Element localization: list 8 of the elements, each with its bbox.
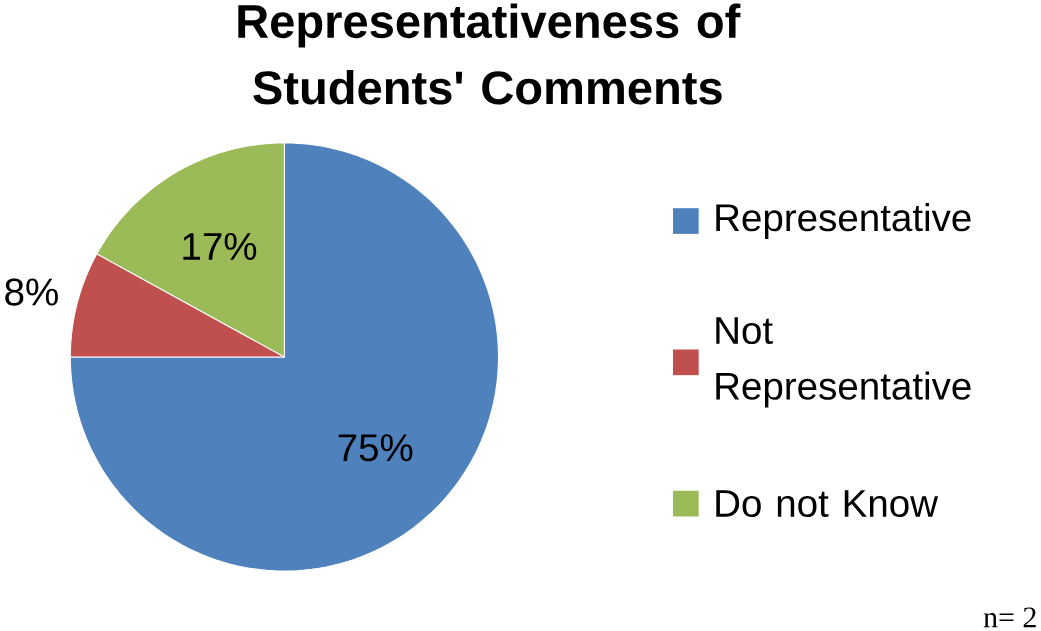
data-label: 8% [5,278,58,306]
legend-label: Not Representative [716,317,971,408]
data-label: 17% [183,233,257,260]
data-label: 75% [338,434,413,462]
text: n= 2 [983,607,1036,628]
legend-label: Do not Know [716,490,939,518]
legend-label: Representative [716,203,971,240]
chart-title: Representativeness of Students' Comments [238,3,741,105]
